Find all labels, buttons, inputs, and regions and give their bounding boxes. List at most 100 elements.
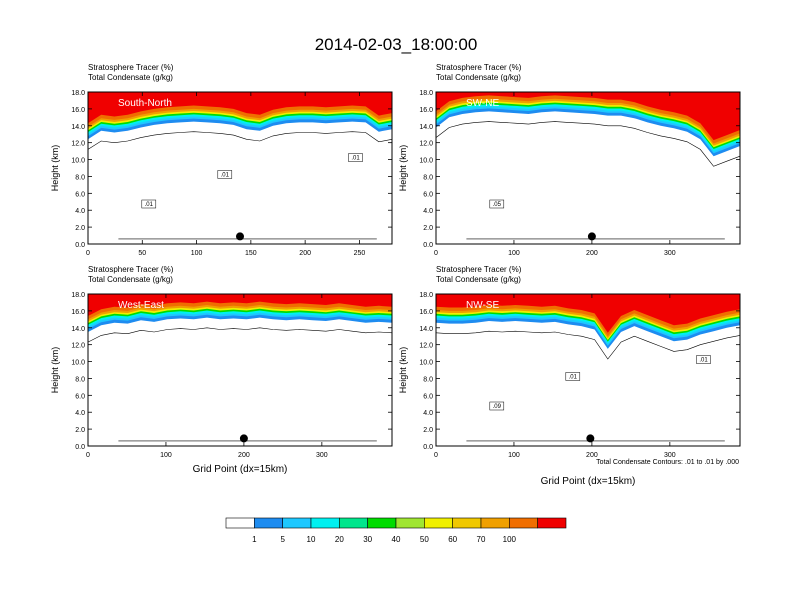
y-axis-label: Height (km) <box>398 145 408 192</box>
y-tick-label: 0.0 <box>423 242 433 249</box>
y-tick-label: 6.0 <box>423 393 433 400</box>
colorbar-swatch <box>225 517 255 529</box>
colorbar-label: 1 <box>252 535 257 544</box>
x-axis-label: Grid Point (dx=15km) <box>193 464 288 475</box>
y-tick-label: 10.0 <box>71 360 85 367</box>
y-tick-label: 12.0 <box>71 141 85 148</box>
colorbar-label: 60 <box>448 535 457 544</box>
contour-label-box <box>489 401 505 411</box>
panel-subtitle: Total Condensate (g/kg) <box>436 73 521 82</box>
y-tick-label: 12.0 <box>419 343 433 350</box>
condensate-contour <box>87 327 393 343</box>
colorbar-label: 100 <box>503 535 517 544</box>
y-tick-label: 4.0 <box>423 208 433 215</box>
x-tick-label: 100 <box>508 250 520 257</box>
y-tick-label: 18.0 <box>71 292 85 299</box>
y-tick-label: 8.0 <box>423 376 433 383</box>
x-tick-label: 50 <box>138 250 146 257</box>
panel-0: Stratosphere Tracer (%)Total Condensate … <box>50 63 393 257</box>
x-tick-label: 150 <box>245 250 257 257</box>
y-tick-label: 0.0 <box>423 444 433 451</box>
panel-subtitle: Stratosphere Tracer (%) <box>436 265 522 274</box>
y-tick-label: 4.0 <box>75 410 85 417</box>
plot-frame <box>435 293 741 447</box>
condensate-contour <box>87 131 393 150</box>
colorbar-swatch <box>395 517 425 529</box>
panel-1: Stratosphere Tracer (%)Total Condensate … <box>398 63 741 257</box>
colorbar-label: 30 <box>363 535 372 544</box>
condensate-contour <box>435 330 741 360</box>
x-tick-label: 200 <box>299 250 311 257</box>
y-tick-label: 16.0 <box>71 309 85 316</box>
location-marker <box>586 434 595 443</box>
colorbar-label: 70 <box>477 535 486 544</box>
contour-label-box <box>489 199 505 209</box>
contour-label: .01 <box>569 374 578 380</box>
y-tick-label: 14.0 <box>71 124 85 131</box>
location-marker <box>587 232 596 241</box>
contour-label-box <box>696 355 711 364</box>
y-tick-label: 2.0 <box>75 427 85 434</box>
tracer-band-7 <box>88 294 392 316</box>
panel-label: South-North <box>118 98 172 109</box>
colorbar-label: 20 <box>335 535 344 544</box>
colorbar-swatch <box>424 517 453 529</box>
y-tick-label: 16.0 <box>71 107 85 114</box>
y-tick-label: 2.0 <box>423 427 433 434</box>
x-tick-label: 0 <box>86 452 90 459</box>
y-tick-label: 2.0 <box>423 225 433 232</box>
plot-frame <box>87 293 393 447</box>
x-tick-label: 0 <box>86 250 90 257</box>
panel-subtitle: Total Condensate (g/kg) <box>88 73 173 82</box>
y-tick-label: 14.0 <box>419 326 433 333</box>
x-tick-label: 200 <box>586 452 598 459</box>
y-tick-label: 6.0 <box>75 191 85 198</box>
x-tick-label: 300 <box>316 452 328 459</box>
y-tick-label: 10.0 <box>419 158 433 165</box>
tracer-band-7 <box>88 92 392 124</box>
x-tick-label: 0 <box>434 250 438 257</box>
contour-label: .05 <box>493 202 502 208</box>
panel-3: Stratosphere Tracer (%)Total Condensate … <box>398 265 741 487</box>
panel-subtitle: Total Condensate (g/kg) <box>436 275 521 284</box>
x-tick-label: 200 <box>238 452 250 459</box>
y-tick-label: 0.0 <box>75 444 85 451</box>
y-axis-label: Height (km) <box>50 347 60 394</box>
panel-label: West-East <box>118 300 164 311</box>
colorbar-legend: 1 5 10 20 30 40 50 60 70 100 <box>225 517 567 544</box>
y-tick-label: 12.0 <box>419 141 433 148</box>
contour-label-box <box>217 170 233 179</box>
condensate-contour <box>435 121 741 167</box>
plot-frame <box>435 91 741 245</box>
x-tick-label: 200 <box>586 250 598 257</box>
tracer-band-7 <box>436 294 740 333</box>
y-tick-label: 4.0 <box>423 410 433 417</box>
y-tick-label: 8.0 <box>423 174 433 181</box>
y-axis-label: Height (km) <box>50 145 60 192</box>
contour-label-box <box>141 199 157 209</box>
y-tick-label: 6.0 <box>75 393 85 400</box>
y-tick-label: 16.0 <box>419 107 433 114</box>
y-tick-label: 10.0 <box>419 360 433 367</box>
x-tick-label: 100 <box>160 452 172 459</box>
y-tick-label: 8.0 <box>75 174 85 181</box>
panels: Stratosphere Tracer (%)Total Condensate … <box>50 63 741 487</box>
contour-footnote: Total Condensate Contours: .01 to .01 by… <box>596 459 739 466</box>
y-tick-label: 14.0 <box>71 326 85 333</box>
y-axis-label: Height (km) <box>398 347 408 394</box>
panel-subtitle: Stratosphere Tracer (%) <box>88 265 174 274</box>
panel-subtitle: Stratosphere Tracer (%) <box>436 63 522 72</box>
colorbar-swatch <box>537 517 567 529</box>
x-tick-label: 0 <box>434 452 438 459</box>
colorbar-swatch <box>480 517 510 529</box>
panel-label: NW-SE <box>466 300 499 311</box>
y-tick-label: 0.0 <box>75 242 85 249</box>
y-tick-label: 8.0 <box>75 376 85 383</box>
colorbar-swatch <box>254 517 283 529</box>
y-tick-label: 18.0 <box>71 90 85 97</box>
y-tick-label: 14.0 <box>419 124 433 131</box>
contour-label-box <box>565 372 581 381</box>
contour-label: .01 <box>221 172 230 178</box>
contour-label-box <box>348 153 363 162</box>
colorbar-swatch <box>509 517 538 529</box>
